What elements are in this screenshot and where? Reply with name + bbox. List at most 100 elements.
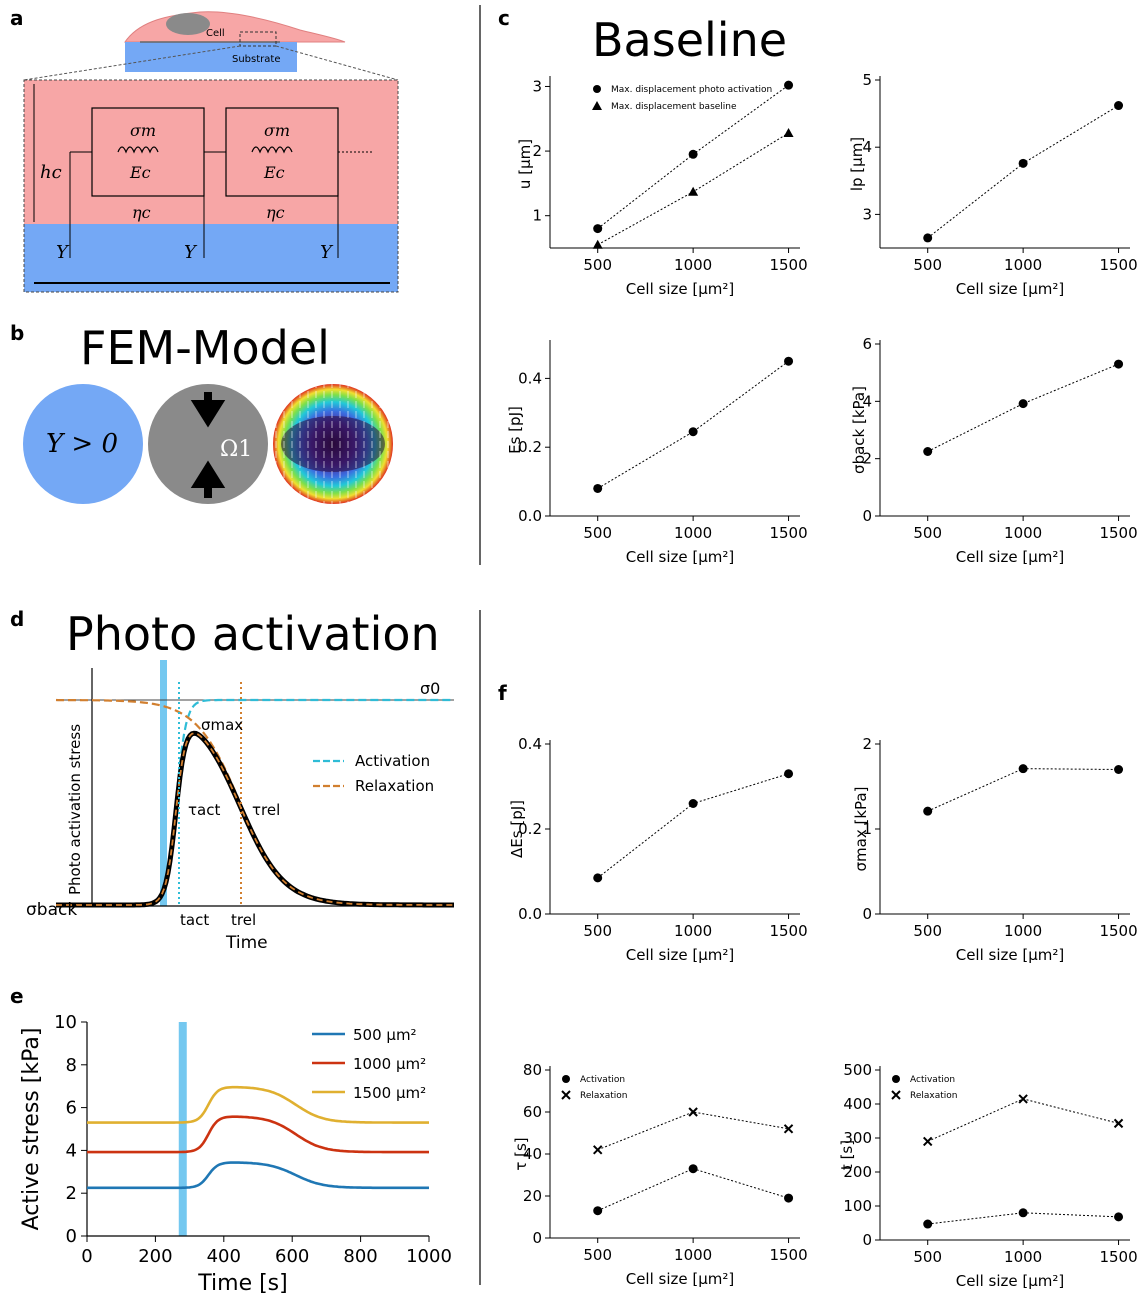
- c3-ylabel: Es [pJ]: [506, 406, 524, 454]
- e-legend-label: 1500 μm²: [353, 1084, 426, 1102]
- c4-ytick-label: 6: [862, 335, 872, 353]
- substrate-springs: [34, 151, 390, 284]
- substrate-label: Substrate: [232, 54, 280, 65]
- f4-series-line: [927, 1098, 1119, 1142]
- f3-point: [593, 1206, 603, 1216]
- eta-c-right: ηc: [266, 203, 285, 222]
- c1-point: [688, 186, 699, 196]
- f1-point: [688, 799, 698, 808]
- chart-t: 500 1000 1500 0 100 200 300 400 500 Cell size [μm…: [838, 1061, 1138, 1290]
- c2-xlabel: Cell size [μm²]: [956, 280, 1065, 298]
- f4-xtick-label: 500: [913, 1248, 942, 1266]
- f1-series-line: [597, 773, 789, 879]
- panel-d-title: Photo activation: [66, 607, 440, 661]
- f4-legend-marker: [892, 1075, 900, 1083]
- e-ytick-label: 4: [66, 1140, 77, 1161]
- panel-label-b: b: [10, 321, 24, 345]
- arrow-up-icon: [190, 460, 226, 498]
- f3-xtick-label: 1000: [674, 1246, 712, 1264]
- f2-series-line: [927, 768, 1119, 812]
- c4-point: [1114, 359, 1124, 369]
- e-legend-label: 500 μm²: [353, 1026, 417, 1044]
- panel-label-c: c: [498, 6, 510, 30]
- c3-ytick-label: 0.4: [518, 369, 542, 387]
- f4-point: [1113, 1118, 1124, 1129]
- c4-ytick-label: 4: [862, 392, 872, 410]
- eta-c-left: ηc: [132, 203, 151, 222]
- tau-act-label: τact: [188, 801, 220, 819]
- f1-ytick-label: 0.4: [518, 735, 542, 753]
- f2-xtick-label: 500: [913, 922, 942, 940]
- fem-y-label: Y > 0: [46, 429, 118, 459]
- f1-point: [593, 873, 603, 883]
- e-series-line: [87, 1161, 429, 1190]
- c4-ytick-label: 0: [862, 507, 872, 525]
- fem-omega-label: Ω1: [220, 437, 252, 462]
- f4-point: [1114, 1212, 1124, 1222]
- e-ytick-label: 0: [66, 1226, 77, 1247]
- c4-ytick-label: 2: [862, 450, 872, 468]
- sigma-back-label: σback: [26, 900, 77, 920]
- e-ytick-label: 10: [54, 1012, 77, 1033]
- c2-point: [923, 233, 933, 243]
- f3-legend-label: Relaxation: [580, 1091, 627, 1101]
- c3-point: [593, 483, 603, 493]
- activation-bar-d: [160, 660, 167, 906]
- f1-ylabel: ΔEs [pJ]: [508, 800, 526, 858]
- f3-legend-marker: [562, 1075, 570, 1083]
- f4-xlabel: Cell size [μm²]: [956, 1272, 1065, 1290]
- Ec-left: Ec: [129, 163, 151, 182]
- c4-ylabel: σback [kPa]: [850, 386, 868, 474]
- f4-point: [1018, 1208, 1028, 1218]
- c3-xtick-label: 500: [583, 524, 612, 542]
- f4-ytick-label: 400: [843, 1095, 872, 1113]
- c2-point: [1018, 158, 1028, 168]
- c1-legend-label: Max. displacement photo activation: [611, 85, 772, 95]
- panel-label-d: d: [10, 607, 24, 631]
- c4-xlabel: Cell size [μm²]: [956, 548, 1065, 566]
- e-xtick-label: 1000: [406, 1246, 452, 1267]
- c2-ylabel: lp [μm]: [848, 137, 866, 191]
- c1-point: [784, 80, 794, 90]
- f4-ytick-label: 0: [862, 1231, 872, 1249]
- f3-point: [688, 1164, 698, 1174]
- zoom-line-left: [23, 45, 241, 81]
- f4-ylabel: t [s]: [838, 1140, 856, 1170]
- f3-ytick-label: 40: [523, 1145, 542, 1163]
- e-ytick-label: 8: [66, 1055, 77, 1076]
- chart-sigma-max: 500 1000 1500 0 1 2 Cell size [μm²] σmax [kPa]: [852, 735, 1138, 964]
- panel-c-title: Baseline: [592, 13, 787, 67]
- f3-point: [783, 1124, 794, 1134]
- c2-xtick-label: 500: [913, 256, 942, 274]
- chart-u-displacement: 500 1000 1500 1 2 3 Cell size [μm²] u [μm] Max. …: [516, 76, 808, 298]
- c1-point: [593, 224, 603, 234]
- d-xlabel: Time: [225, 933, 268, 953]
- f3-point: [784, 1193, 794, 1203]
- Ec-right: Ec: [263, 163, 285, 182]
- e-xtick-label: 800: [343, 1246, 377, 1267]
- c3-point: [784, 356, 794, 366]
- cell-shape: [124, 11, 346, 43]
- e-xtick-label: 600: [275, 1246, 309, 1267]
- panel-label-e: e: [10, 984, 24, 1008]
- panel-b: b FEM-Model Y > 0 Ω1: [10, 321, 393, 504]
- c1-xlabel: Cell size [μm²]: [626, 280, 735, 298]
- f1-ytick-label: 0.2: [518, 820, 542, 838]
- f1-point: [784, 769, 794, 779]
- chart-lp: 500 1000 1500 3 4 5 Cell size [μm²] lp [μm]: [848, 71, 1138, 298]
- cell-nucleus: [166, 13, 210, 35]
- panel-d: d Photo activation σ0 Photo activation s…: [10, 607, 454, 953]
- f4-ytick-label: 500: [843, 1061, 872, 1079]
- chart-delta-Es: 500 1000 1500 0.0 0.2 0.4 Cell size [μm²] ΔEs […: [508, 735, 808, 964]
- c3-ytick-label: 0.2: [518, 438, 542, 456]
- Y-label-2: Y: [184, 242, 198, 263]
- f4-legend-label: Relaxation: [910, 1091, 957, 1101]
- chart-active-stress: 0 200 400 600 800 1000 0 2 4 6 8 10 Time [s] Active s…: [19, 1012, 452, 1296]
- Y-label-3: Y: [320, 242, 334, 263]
- substrate-rect: [125, 42, 297, 72]
- substrate-layer: [24, 224, 398, 292]
- panel-label-a: a: [10, 6, 24, 30]
- f4-legend-marker: [891, 1090, 901, 1100]
- e-legend-label: 1000 μm²: [353, 1055, 426, 1073]
- f2-xlabel: Cell size [μm²]: [956, 946, 1065, 964]
